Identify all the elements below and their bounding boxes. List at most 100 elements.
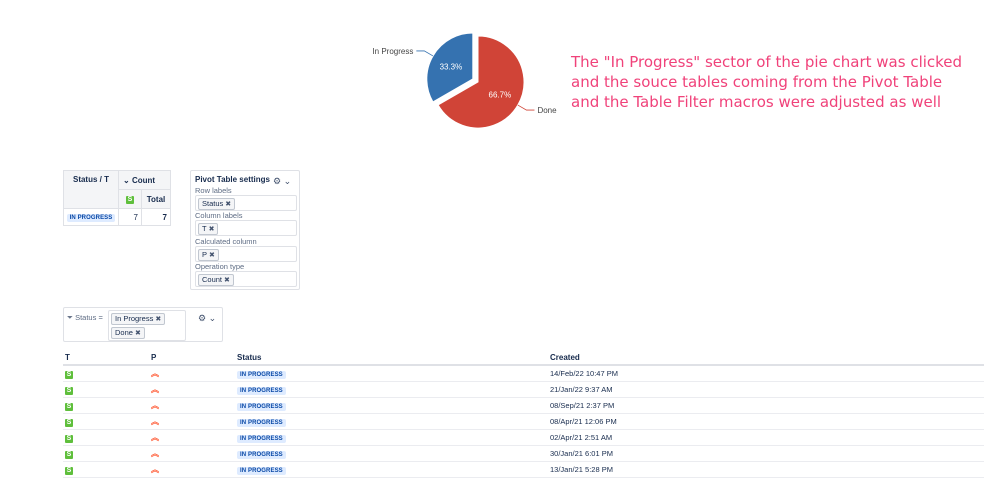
row-type: S (63, 365, 149, 382)
row-priority: ︽ (149, 461, 235, 478)
row-priority: ︽ (149, 413, 235, 430)
remove-icon[interactable]: ✖ (209, 252, 215, 259)
column-labels-label: Column labels (195, 211, 243, 220)
chip-label: Count (202, 275, 223, 284)
pivot-story-header: S (118, 189, 142, 209)
priority-highest-icon: ︽ (151, 465, 159, 474)
row-created: 08/Sep/21 2:37 PM (548, 397, 984, 414)
story-icon: S (65, 370, 73, 379)
funnel-icon: ⏷ (67, 313, 73, 322)
remove-icon[interactable]: ✖ (208, 226, 215, 233)
pie-leader-line (517, 104, 535, 111)
row-priority: ︽ (149, 429, 235, 446)
annotation-text: The "In Progress" sector of the pie char… (571, 53, 963, 111)
pivot-table: Status / T ⌄ Count S Total IN PROGRESS 7… (63, 170, 171, 226)
status-badge: IN PROGRESS (237, 434, 286, 443)
filter-chip-in-progress[interactable]: In Progress ✖ (111, 313, 166, 325)
pivot-total-header: Total (141, 189, 171, 209)
row-labels-field[interactable]: Status ✖ (195, 195, 297, 211)
table-row[interactable]: S ︽ IN PROGRESS 08/Apr/21 12:06 PM (63, 413, 984, 430)
row-priority: ︽ (149, 397, 235, 414)
remove-icon[interactable]: ✖ (224, 277, 230, 284)
pivot-corner-header: Status / T (63, 170, 119, 209)
filter-chip-done[interactable]: Done ✖ (111, 327, 145, 339)
gear-icon[interactable]: ⚙ ⌄ (198, 313, 217, 323)
story-icon: S (65, 434, 73, 443)
calculated-column-field[interactable]: P ✖ (195, 246, 297, 262)
row-status: IN PROGRESS (235, 445, 548, 462)
row-priority: ︽ (149, 365, 235, 382)
table-row[interactable]: S ︽ IN PROGRESS 14/Feb/22 10:47 PM (63, 365, 984, 382)
row-status: IN PROGRESS (235, 381, 548, 398)
pie-value-label: 33.3% (440, 62, 463, 71)
row-type: S (63, 413, 149, 430)
column-header-created[interactable]: Created (548, 350, 984, 366)
gear-icon[interactable]: ⚙ ⌄ (273, 176, 292, 186)
story-icon: S (126, 196, 134, 204)
row-status: IN PROGRESS (235, 397, 548, 414)
priority-highest-icon: ︽ (151, 433, 159, 442)
operation-type-chip[interactable]: Count ✖ (198, 274, 234, 286)
pivot-row: IN PROGRESS 7 7 (63, 208, 171, 226)
table-filter-panel: ⏷ Status = In Progress ✖ Done ✖ ⚙ ⌄ (63, 307, 223, 342)
pie-leader-line (416, 50, 434, 57)
pie-slice-done[interactable] (437, 35, 525, 129)
priority-highest-icon: ︽ (151, 369, 159, 378)
table-row[interactable]: S ︽ IN PROGRESS 08/Sep/21 2:37 PM (63, 397, 984, 414)
priority-highest-icon: ︽ (151, 449, 159, 458)
status-badge: IN PROGRESS (237, 370, 286, 379)
story-icon: S (65, 418, 73, 427)
pivot-count-header[interactable]: ⌄ Count (118, 170, 171, 190)
chip-label: Done (115, 328, 133, 337)
priority-highest-icon: ︽ (151, 417, 159, 426)
calculated-column-chip[interactable]: P ✖ (198, 249, 219, 261)
chip-label: In Progress (115, 314, 154, 323)
pivot-row-total: 7 (141, 208, 171, 226)
row-created: 21/Jan/22 9:37 AM (548, 381, 984, 398)
status-badge: IN PROGRESS (237, 386, 286, 395)
story-icon: S (65, 450, 73, 459)
filter-status-label: ⏷ Status = (67, 313, 103, 323)
remove-icon[interactable]: ✖ (134, 330, 141, 337)
chevron-down-icon: ⌄ (123, 175, 130, 185)
pivot-settings-panel: Pivot Table settings ⚙ ⌄ Row labels Stat… (190, 170, 300, 290)
pie-category-label: Done (537, 106, 557, 115)
row-status: IN PROGRESS (235, 429, 548, 446)
column-labels-field[interactable]: T ✖ (195, 220, 297, 236)
status-badge: IN PROGRESS (237, 402, 286, 411)
remove-icon[interactable]: ✖ (155, 316, 162, 323)
table-row[interactable]: S ︽ IN PROGRESS 13/Jan/21 5:28 PM (63, 461, 984, 478)
pivot-row-count: 7 (118, 208, 142, 226)
pie-chart-svg: 66.7% Done 33.3% In Progress (372, 32, 557, 129)
row-type: S (63, 461, 149, 478)
filter-operator: = (98, 313, 103, 322)
column-labels-chip[interactable]: T ✖ (198, 223, 219, 235)
table-row[interactable]: S ︽ IN PROGRESS 02/Apr/21 2:51 AM (63, 429, 984, 446)
operation-type-label: Operation type (195, 262, 245, 271)
row-created: 13/Jan/21 5:28 PM (548, 461, 984, 478)
pie-chart: 66.7% Done 33.3% In Progress (372, 30, 560, 130)
calculated-column-label: Calculated column (195, 237, 257, 246)
table-row[interactable]: S ︽ IN PROGRESS 30/Jan/21 6:01 PM (63, 445, 984, 462)
pie-category-label: In Progress (372, 47, 413, 56)
row-created: 08/Apr/21 12:06 PM (548, 413, 984, 430)
row-priority: ︽ (149, 381, 235, 398)
row-type: S (63, 445, 149, 462)
story-icon: S (65, 402, 73, 411)
column-header-t[interactable]: T (63, 350, 149, 366)
table-row[interactable]: S ︽ IN PROGRESS 21/Jan/22 9:37 AM (63, 381, 984, 398)
operation-type-field[interactable]: Count ✖ (195, 271, 297, 287)
issues-table: T P Status Created S ︽ IN PROGRESS 14/Feb/2… (63, 350, 984, 478)
column-header-p[interactable]: P (149, 350, 235, 366)
pivot-count-label: Count (131, 175, 156, 185)
row-labels-chip[interactable]: Status ✖ (198, 198, 236, 210)
status-badge: IN PROGRESS (237, 418, 286, 427)
remove-icon[interactable]: ✖ (225, 201, 232, 208)
row-created: 02/Apr/21 2:51 AM (548, 429, 984, 446)
priority-highest-icon: ︽ (151, 385, 159, 394)
priority-highest-icon: ︽ (151, 401, 159, 410)
column-header-status[interactable]: Status (235, 350, 548, 366)
filter-status-input[interactable]: In Progress ✖ Done ✖ (108, 310, 186, 341)
row-priority: ︽ (149, 445, 235, 462)
story-icon: S (65, 386, 73, 395)
